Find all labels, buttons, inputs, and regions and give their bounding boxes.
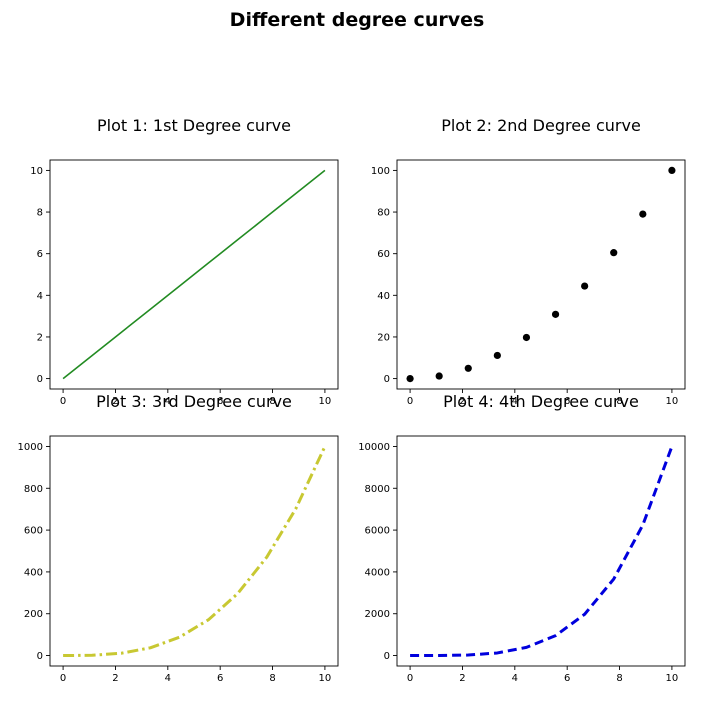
subplot-4: Plot 4: 4th Degree curve 0 2 4 6 8 10 0 2000 4000…: [358, 392, 686, 684]
subplot-4-title: Plot 4: 4th Degree curve: [443, 392, 639, 411]
subplot-4-frame: [396, 435, 686, 667]
subplot-3-ytick-label: 600: [24, 526, 43, 537]
subplot-4-ytick-label: 4000: [365, 567, 390, 578]
subplot-3-ytick-label: 1000: [18, 442, 43, 453]
subplot-1-ytick-label: 6: [37, 249, 43, 260]
subplot-3-xtick-label: 6: [217, 673, 223, 684]
subplot-2-point: [639, 210, 647, 218]
subplot-4-ytick-label: 10000: [358, 442, 390, 453]
subplot-2-xtick-label: 6: [564, 396, 570, 407]
subplot-1: Plot 1: 1st Degree curve 0 2 4 6 8 10 0 2 4 6 8 10: [30, 116, 339, 407]
subplot-4-xtick-label: 4: [512, 673, 518, 684]
subplot-3-title: Plot 3: 3rd Degree curve: [96, 392, 292, 411]
subplot-1-ytick-label: 2: [37, 332, 43, 343]
subplot-3-xtick-label: 10: [319, 673, 332, 684]
subplot-3-ytick-label: 800: [24, 484, 43, 495]
subplot-2-title: Plot 2: 2nd Degree curve: [441, 116, 641, 135]
subplot-4-xtick-label: 2: [459, 673, 465, 684]
subplot-1-ytick-label: 10: [30, 166, 43, 177]
subplot-2-frame: [396, 159, 686, 390]
subplot-3-xtick-label: 0: [60, 673, 66, 684]
subplot-4-xtick-label: 6: [564, 673, 570, 684]
subplot-2-ytick-label: 100: [371, 166, 390, 177]
subplot-1-frame: [49, 159, 339, 390]
subplot-1-xtick-label: 8: [269, 396, 275, 407]
subplot-2-ytick-label: 40: [377, 291, 390, 302]
subplot-1-series-line: [62, 169, 326, 380]
subplot-4-ytick-label: 2000: [365, 609, 390, 620]
subplot-3-ytick-label: 400: [24, 567, 43, 578]
subplot-4-xtick-label: 0: [407, 673, 413, 684]
subplot-2-xtick-label: 4: [512, 396, 518, 407]
subplot-3-series-line: [63, 445, 327, 658]
subplot-2-point: [464, 364, 472, 372]
subplot-3-ytick-label: 0: [37, 651, 43, 662]
subplot-2-point: [668, 166, 676, 175]
subplot-4-ytick-label: 8000: [365, 484, 390, 495]
subplot-2-point: [493, 351, 501, 360]
subplot-1-xtick-label: 6: [217, 396, 223, 407]
subplot-2-point: [435, 372, 443, 380]
subplot-1-xtick-label: 2: [112, 396, 118, 407]
subplot-2-xtick-label: 2: [459, 396, 465, 407]
subplot-1-ytick-label: 0: [37, 374, 43, 385]
subplot-2-ytick-label: 0: [384, 374, 390, 385]
subplot-2-point: [551, 310, 560, 318]
subplot-2-xtick-label: 10: [666, 396, 679, 407]
subplot-3-xtick-label: 4: [165, 673, 171, 684]
subplot-2-ytick-label: 80: [377, 208, 390, 219]
subplot-2-ytick-label: 20: [377, 332, 390, 343]
subplot-2-xtick-label: 0: [407, 396, 413, 407]
subplot-1-xtick-label: 0: [60, 396, 66, 407]
subplot-2-point: [522, 333, 531, 342]
subplot-3-xtick-label: 2: [112, 673, 118, 684]
subplot-3-frame: [49, 435, 339, 667]
subplot-4-xtick-label: 8: [616, 673, 622, 684]
subplot-1-xtick-label: 4: [165, 396, 171, 407]
subplot-2-point: [406, 374, 414, 383]
subplot-1-ytick-label: 8: [37, 208, 43, 219]
subplot-3-xtick-label: 8: [269, 673, 275, 684]
subplot-1-xtick-label: 10: [319, 396, 332, 407]
subplot-4-xtick-label: 10: [666, 673, 679, 684]
subplot-3-ytick-label: 200: [24, 609, 43, 620]
subplot-2-ytick-label: 60: [377, 249, 390, 260]
subplot-2-xtick-label: 8: [616, 396, 622, 407]
subplot-2-point: [581, 282, 589, 290]
subplot-1-ytick-label: 4: [37, 291, 43, 302]
subplot-4-ytick-label: 6000: [365, 526, 390, 537]
subplot-1-title: Plot 1: 1st Degree curve: [97, 116, 291, 135]
subplot-2-point: [610, 249, 618, 257]
subplot-4-series-line: [410, 445, 674, 658]
subplot-4-ytick-label: 0: [384, 651, 390, 662]
figure-title: Different degree curves: [230, 9, 485, 31]
